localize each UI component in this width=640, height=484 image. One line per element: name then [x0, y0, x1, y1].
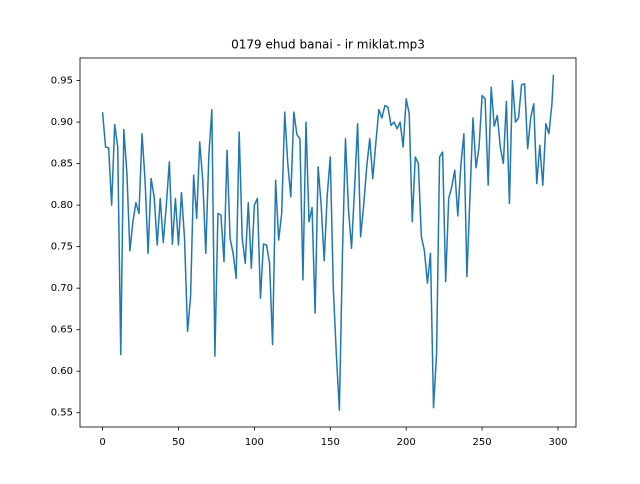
x-tick-label: 300	[548, 437, 567, 448]
y-tick-label: 0.75	[51, 242, 73, 253]
x-tick-label: 0	[99, 437, 105, 448]
x-tick-label: 100	[245, 437, 264, 448]
y-tick-label: 0.70	[51, 283, 73, 294]
x-tick-label: 50	[172, 437, 185, 448]
y-tick-label: 0.95	[51, 76, 73, 87]
y-tick-label: 0.90	[51, 117, 73, 128]
y-tick-label: 0.55	[51, 408, 73, 419]
chart-title: 0179 ehud banai - ir miklat.mp3	[231, 38, 425, 52]
y-tick-label: 0.85	[51, 159, 73, 170]
x-tick-label: 150	[321, 437, 340, 448]
y-tick-label: 0.80	[51, 200, 73, 211]
y-tick-label: 0.65	[51, 325, 73, 336]
x-tick-label: 200	[397, 437, 416, 448]
line-series	[101, 74, 555, 411]
x-tick-label: 250	[473, 437, 492, 448]
y-tick-label: 0.60	[51, 366, 73, 377]
plot-frame	[79, 57, 577, 428]
